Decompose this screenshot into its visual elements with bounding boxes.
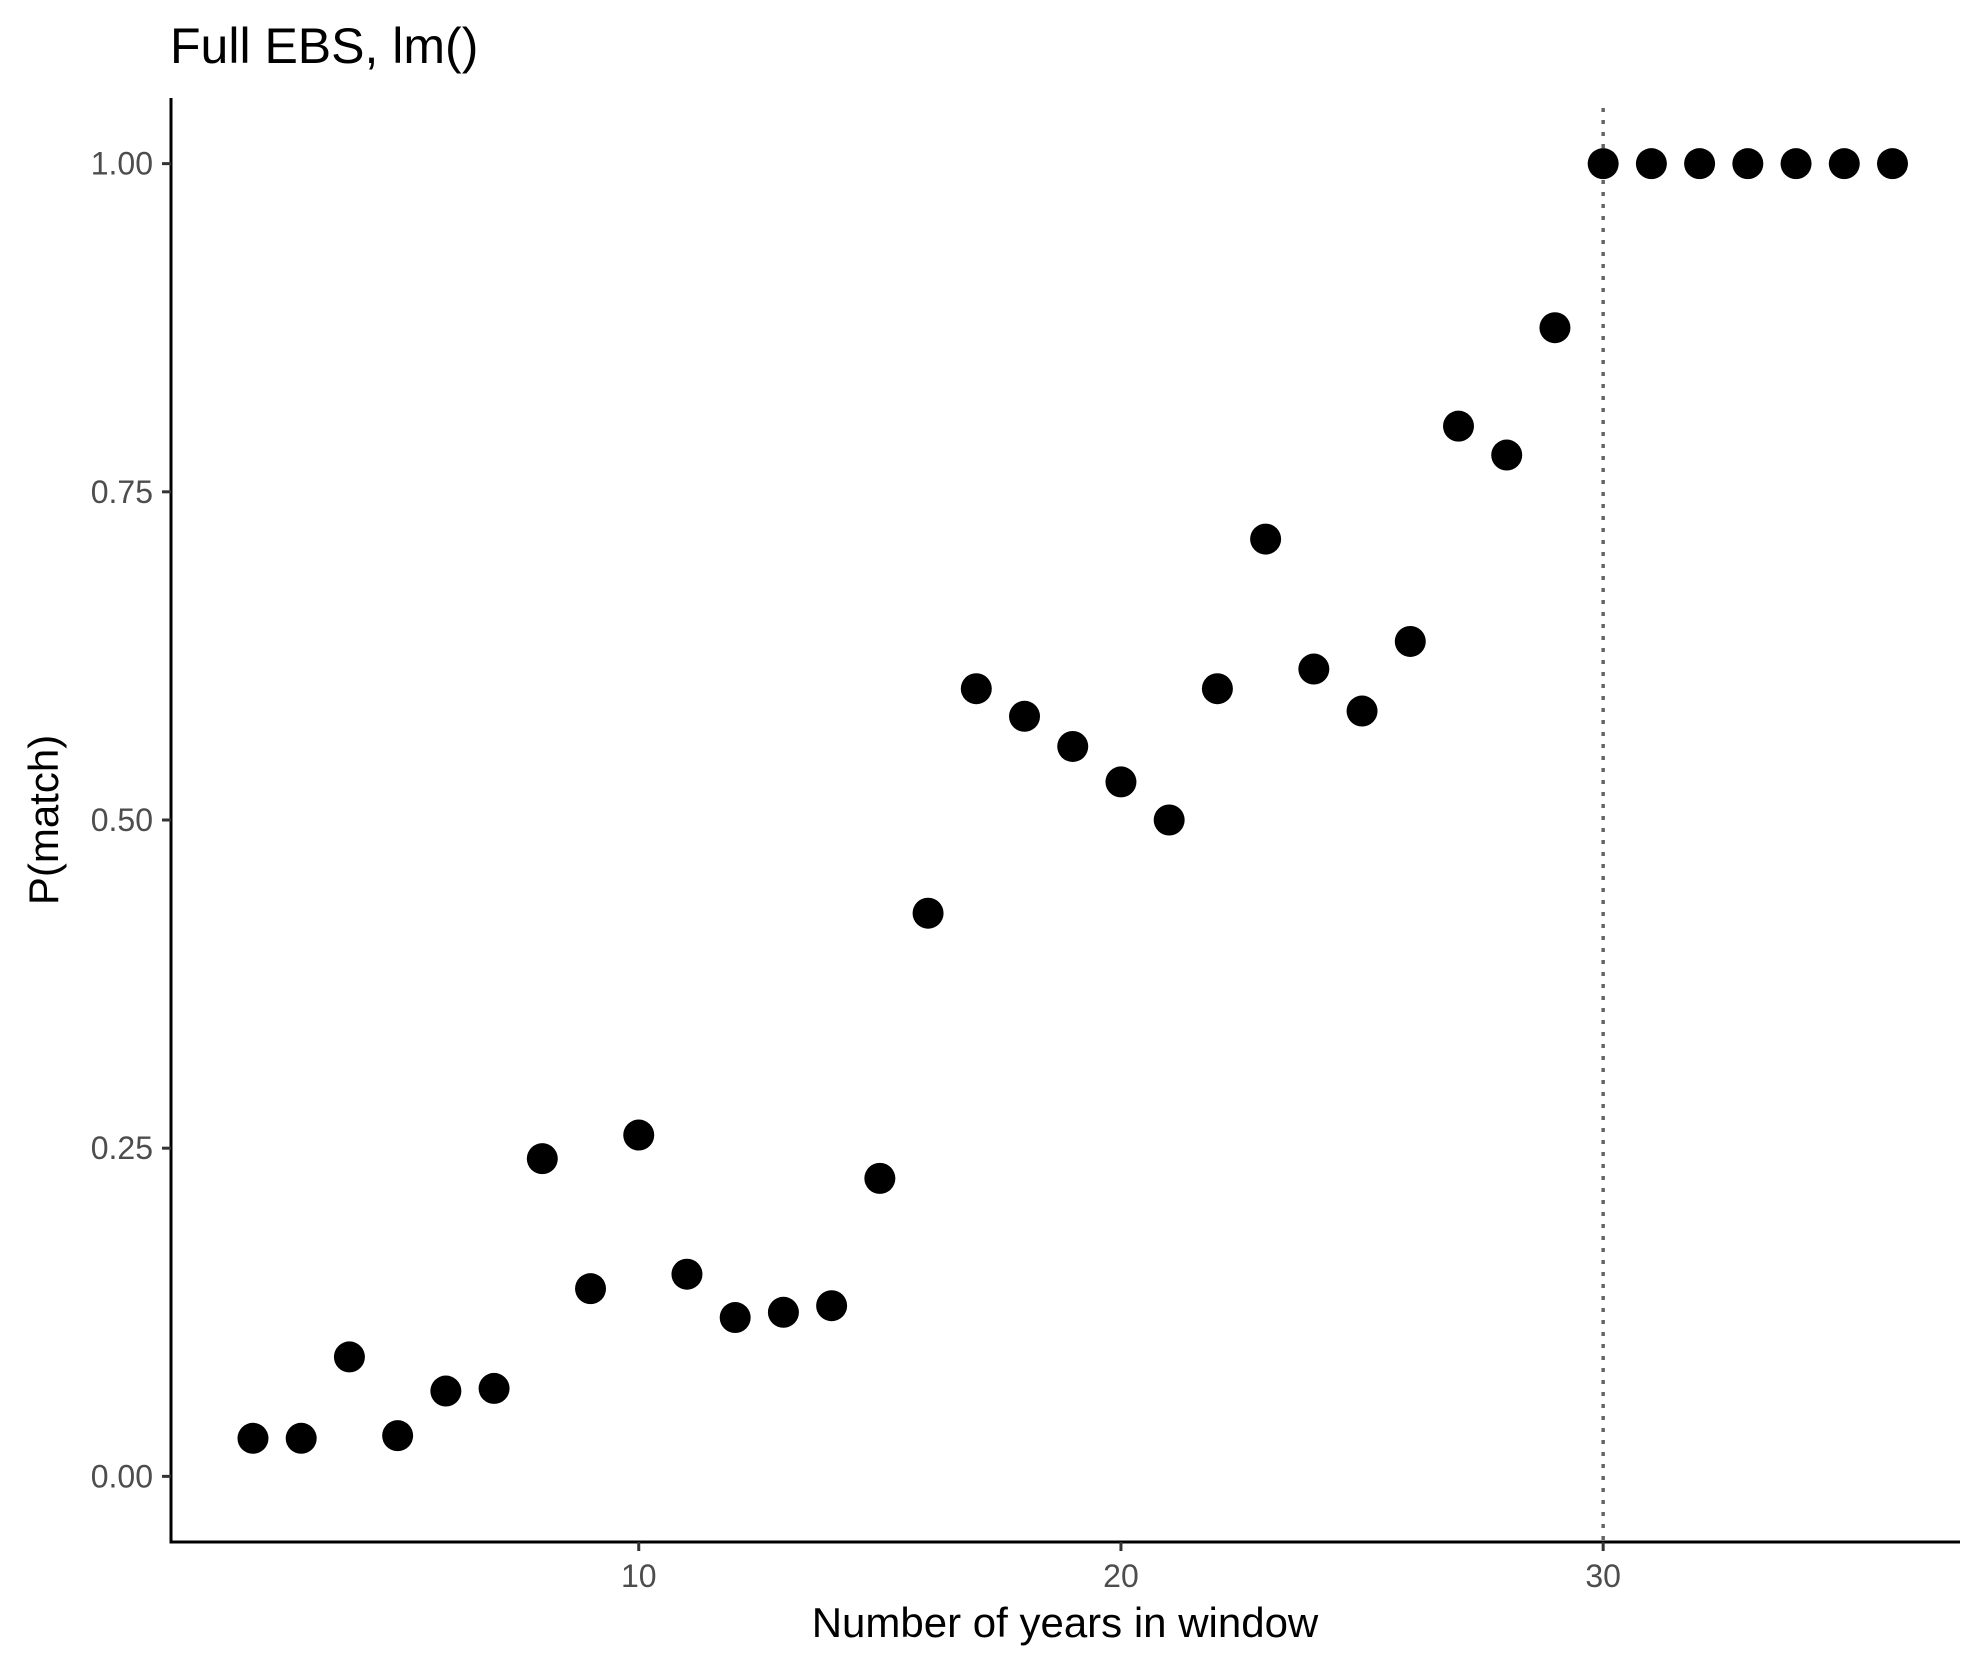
data-point: [1105, 766, 1137, 798]
data-point: [1876, 148, 1908, 180]
data-point: [478, 1372, 510, 1404]
data-points: [237, 148, 1908, 1454]
data-point: [671, 1258, 703, 1290]
data-point: [1587, 148, 1619, 180]
data-point: [1443, 410, 1475, 442]
data-point: [864, 1162, 896, 1194]
data-point: [719, 1302, 751, 1334]
data-point: [816, 1290, 848, 1322]
data-point: [237, 1422, 269, 1454]
x-tick-label: 20: [1103, 1558, 1139, 1594]
y-tick-label: 1.00: [91, 146, 153, 182]
data-point: [1780, 148, 1812, 180]
data-point: [333, 1341, 365, 1373]
x-tick-label: 30: [1585, 1558, 1621, 1594]
data-point: [1732, 148, 1764, 180]
data-point: [912, 897, 944, 929]
y-tick-label: 0.75: [91, 474, 153, 510]
data-point: [1346, 695, 1378, 727]
data-point: [1153, 804, 1185, 836]
y-axis-ticks: 0.00 0.25 0.50 0.75 1.00: [91, 146, 171, 1494]
data-point: [285, 1422, 317, 1454]
data-point: [1394, 625, 1426, 657]
data-point: [575, 1273, 607, 1305]
data-point: [1057, 730, 1089, 762]
data-point: [623, 1119, 655, 1151]
data-point: [960, 673, 992, 705]
y-axis-title: P(match): [20, 735, 67, 905]
y-tick-label: 0.50: [91, 802, 153, 838]
data-point: [1298, 653, 1330, 685]
x-axis-ticks: 10 20 30: [621, 1542, 1621, 1594]
data-point: [1250, 523, 1282, 555]
data-point: [1539, 312, 1571, 344]
data-point: [1635, 148, 1667, 180]
y-tick-label: 0.00: [91, 1458, 153, 1494]
data-point: [382, 1420, 414, 1452]
y-tick-label: 0.25: [91, 1130, 153, 1166]
data-point: [1684, 148, 1716, 180]
data-point: [767, 1296, 799, 1328]
data-point: [430, 1375, 462, 1407]
data-point: [1009, 700, 1041, 732]
data-point: [1201, 673, 1233, 705]
data-point: [526, 1143, 558, 1175]
data-point: [1828, 148, 1860, 180]
x-tick-label: 10: [621, 1558, 657, 1594]
x-axis-title: Number of years in window: [812, 1599, 1319, 1646]
data-point: [1491, 439, 1523, 471]
chart-title: Full EBS, lm(): [170, 18, 478, 74]
